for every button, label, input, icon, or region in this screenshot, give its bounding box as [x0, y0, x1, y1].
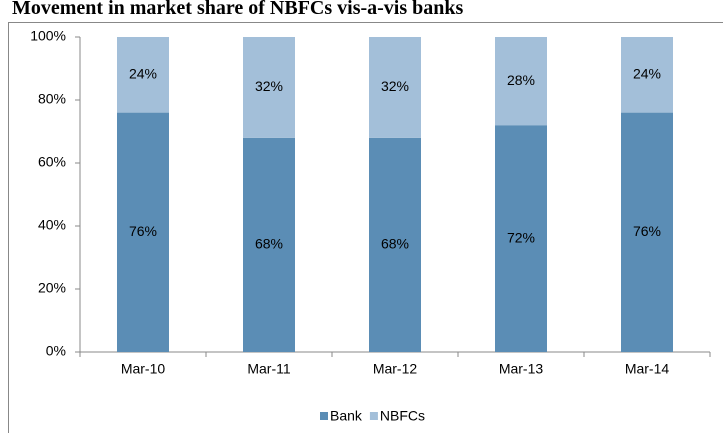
- data-label: 76%: [633, 223, 661, 239]
- chart-title: Movement in market share of NBFCs vis-a-…: [12, 0, 464, 19]
- x-tick-label: Mar-12: [373, 361, 418, 377]
- y-tick-label: 100%: [30, 28, 66, 44]
- data-label: 24%: [129, 66, 157, 82]
- bar-segment: [243, 37, 295, 138]
- bar-segment: [621, 112, 673, 352]
- x-tick-label: Mar-10: [121, 361, 166, 377]
- x-tick-label: Mar-11: [247, 361, 291, 377]
- chart-frame: [8, 22, 723, 433]
- y-tick-label: 80%: [38, 91, 66, 107]
- data-label: 68%: [381, 236, 409, 252]
- x-tick-label: Mar-13: [499, 361, 544, 377]
- bar-segment: [369, 137, 421, 352]
- bar-segment: [117, 37, 169, 113]
- data-label: 76%: [129, 223, 157, 239]
- y-tick-label: 0%: [46, 343, 66, 359]
- y-tick-label: 40%: [38, 217, 66, 233]
- legend-swatch: [369, 412, 378, 420]
- legend-swatch: [320, 412, 328, 420]
- bar-segment: [243, 137, 295, 352]
- y-tick-label: 20%: [38, 280, 66, 296]
- data-label: 24%: [633, 66, 661, 82]
- data-label: 28%: [507, 72, 535, 88]
- legend-label: Bank: [330, 408, 363, 424]
- data-label: 32%: [381, 78, 409, 94]
- bar-segment: [117, 112, 169, 352]
- data-label: 68%: [255, 236, 283, 252]
- data-label: 72%: [507, 229, 535, 245]
- data-label: 32%: [255, 78, 283, 94]
- bar-segment: [495, 37, 547, 126]
- y-tick-label: 60%: [38, 154, 66, 170]
- legend-label: NBFCs: [380, 408, 425, 424]
- bar-segment: [369, 37, 421, 138]
- bar-segment: [621, 37, 673, 113]
- bar-segment: [495, 125, 547, 352]
- x-tick-label: Mar-14: [625, 361, 670, 377]
